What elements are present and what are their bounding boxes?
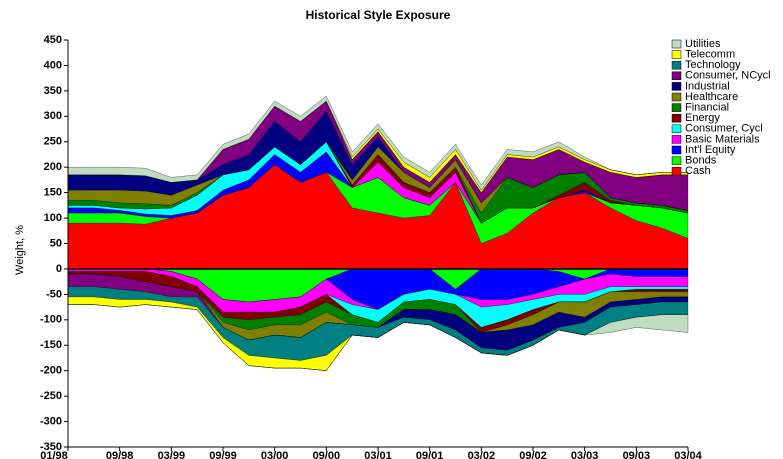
x-tick-label: 03/00 (261, 450, 289, 459)
x-tick-label: 03/99 (158, 450, 186, 459)
x-tick-label: 03/04 (674, 450, 702, 459)
legend-label: Energy (685, 112, 720, 124)
legend-swatch (671, 60, 682, 70)
x-tick-label: 09/01 (416, 450, 444, 459)
x-tick-label: 03/02 (468, 450, 496, 459)
legend-swatch (671, 39, 682, 49)
legend-swatch (671, 82, 682, 91)
legend-swatch (671, 135, 682, 144)
legend-swatch (671, 113, 682, 123)
y-tick-label: -250 (40, 390, 62, 402)
y-tick-label: 50 (50, 237, 62, 249)
legend-swatch (671, 145, 682, 155)
legend-swatch (671, 166, 682, 176)
y-tick-label: -300 (40, 415, 62, 427)
x-tick-label: 09/99 (209, 450, 237, 459)
x-tick-label: 01/98 (40, 450, 68, 459)
chart-title: Historical Style Exposure (306, 8, 451, 22)
legend-label: Technology (685, 59, 741, 71)
y-tick-label: 400 (44, 59, 62, 71)
legend-label: Consumer, NCycl (685, 70, 771, 82)
legend-swatch (671, 50, 682, 59)
y-tick-label: 0 (56, 263, 62, 275)
x-tick-label: 03/01 (364, 450, 392, 459)
x-tick-label: 09/00 (313, 450, 341, 459)
legend-label: Cash (685, 165, 711, 177)
legend-label: Utilities (685, 38, 721, 50)
legend-swatch (671, 71, 682, 81)
legend-swatch (671, 92, 682, 102)
area-negative (68, 304, 689, 371)
y-tick-label: -150 (40, 339, 62, 351)
x-tick-label: 09/03 (623, 450, 651, 459)
y-tick-label: 150 (44, 187, 62, 199)
y-tick-label: 200 (44, 161, 62, 173)
legend-swatch (671, 156, 682, 165)
y-axis-label: Weight, % (14, 225, 26, 275)
y-tick-label: -200 (40, 365, 62, 377)
y-tick-label: 450 (44, 34, 62, 46)
legend-label: Int'l Equity (685, 144, 736, 156)
legend-label: Basic Materials (685, 133, 760, 145)
legend-label: Healthcare (685, 91, 738, 103)
legend-label: Industrial (685, 80, 730, 92)
legend-label: Financial (685, 102, 729, 114)
y-tick-label: 300 (44, 110, 62, 122)
legend-swatch (671, 103, 682, 112)
legend-label: Telecomm (685, 49, 735, 61)
y-tick-label: 100 (44, 212, 62, 224)
y-tick-label: -350 (40, 441, 62, 453)
y-tick-label: 250 (44, 136, 62, 148)
y-tick-label: 350 (44, 85, 62, 97)
legend-label: Bonds (685, 155, 717, 167)
y-tick-label: -100 (40, 314, 62, 326)
y-tick-label: -50 (46, 288, 62, 300)
x-tick-label: 09/98 (106, 450, 134, 459)
legend-label: Consumer, Cycl (685, 123, 763, 135)
legend-swatch (671, 124, 682, 134)
x-tick-label: 09/02 (519, 450, 547, 459)
x-tick-label: 03/03 (571, 450, 599, 459)
